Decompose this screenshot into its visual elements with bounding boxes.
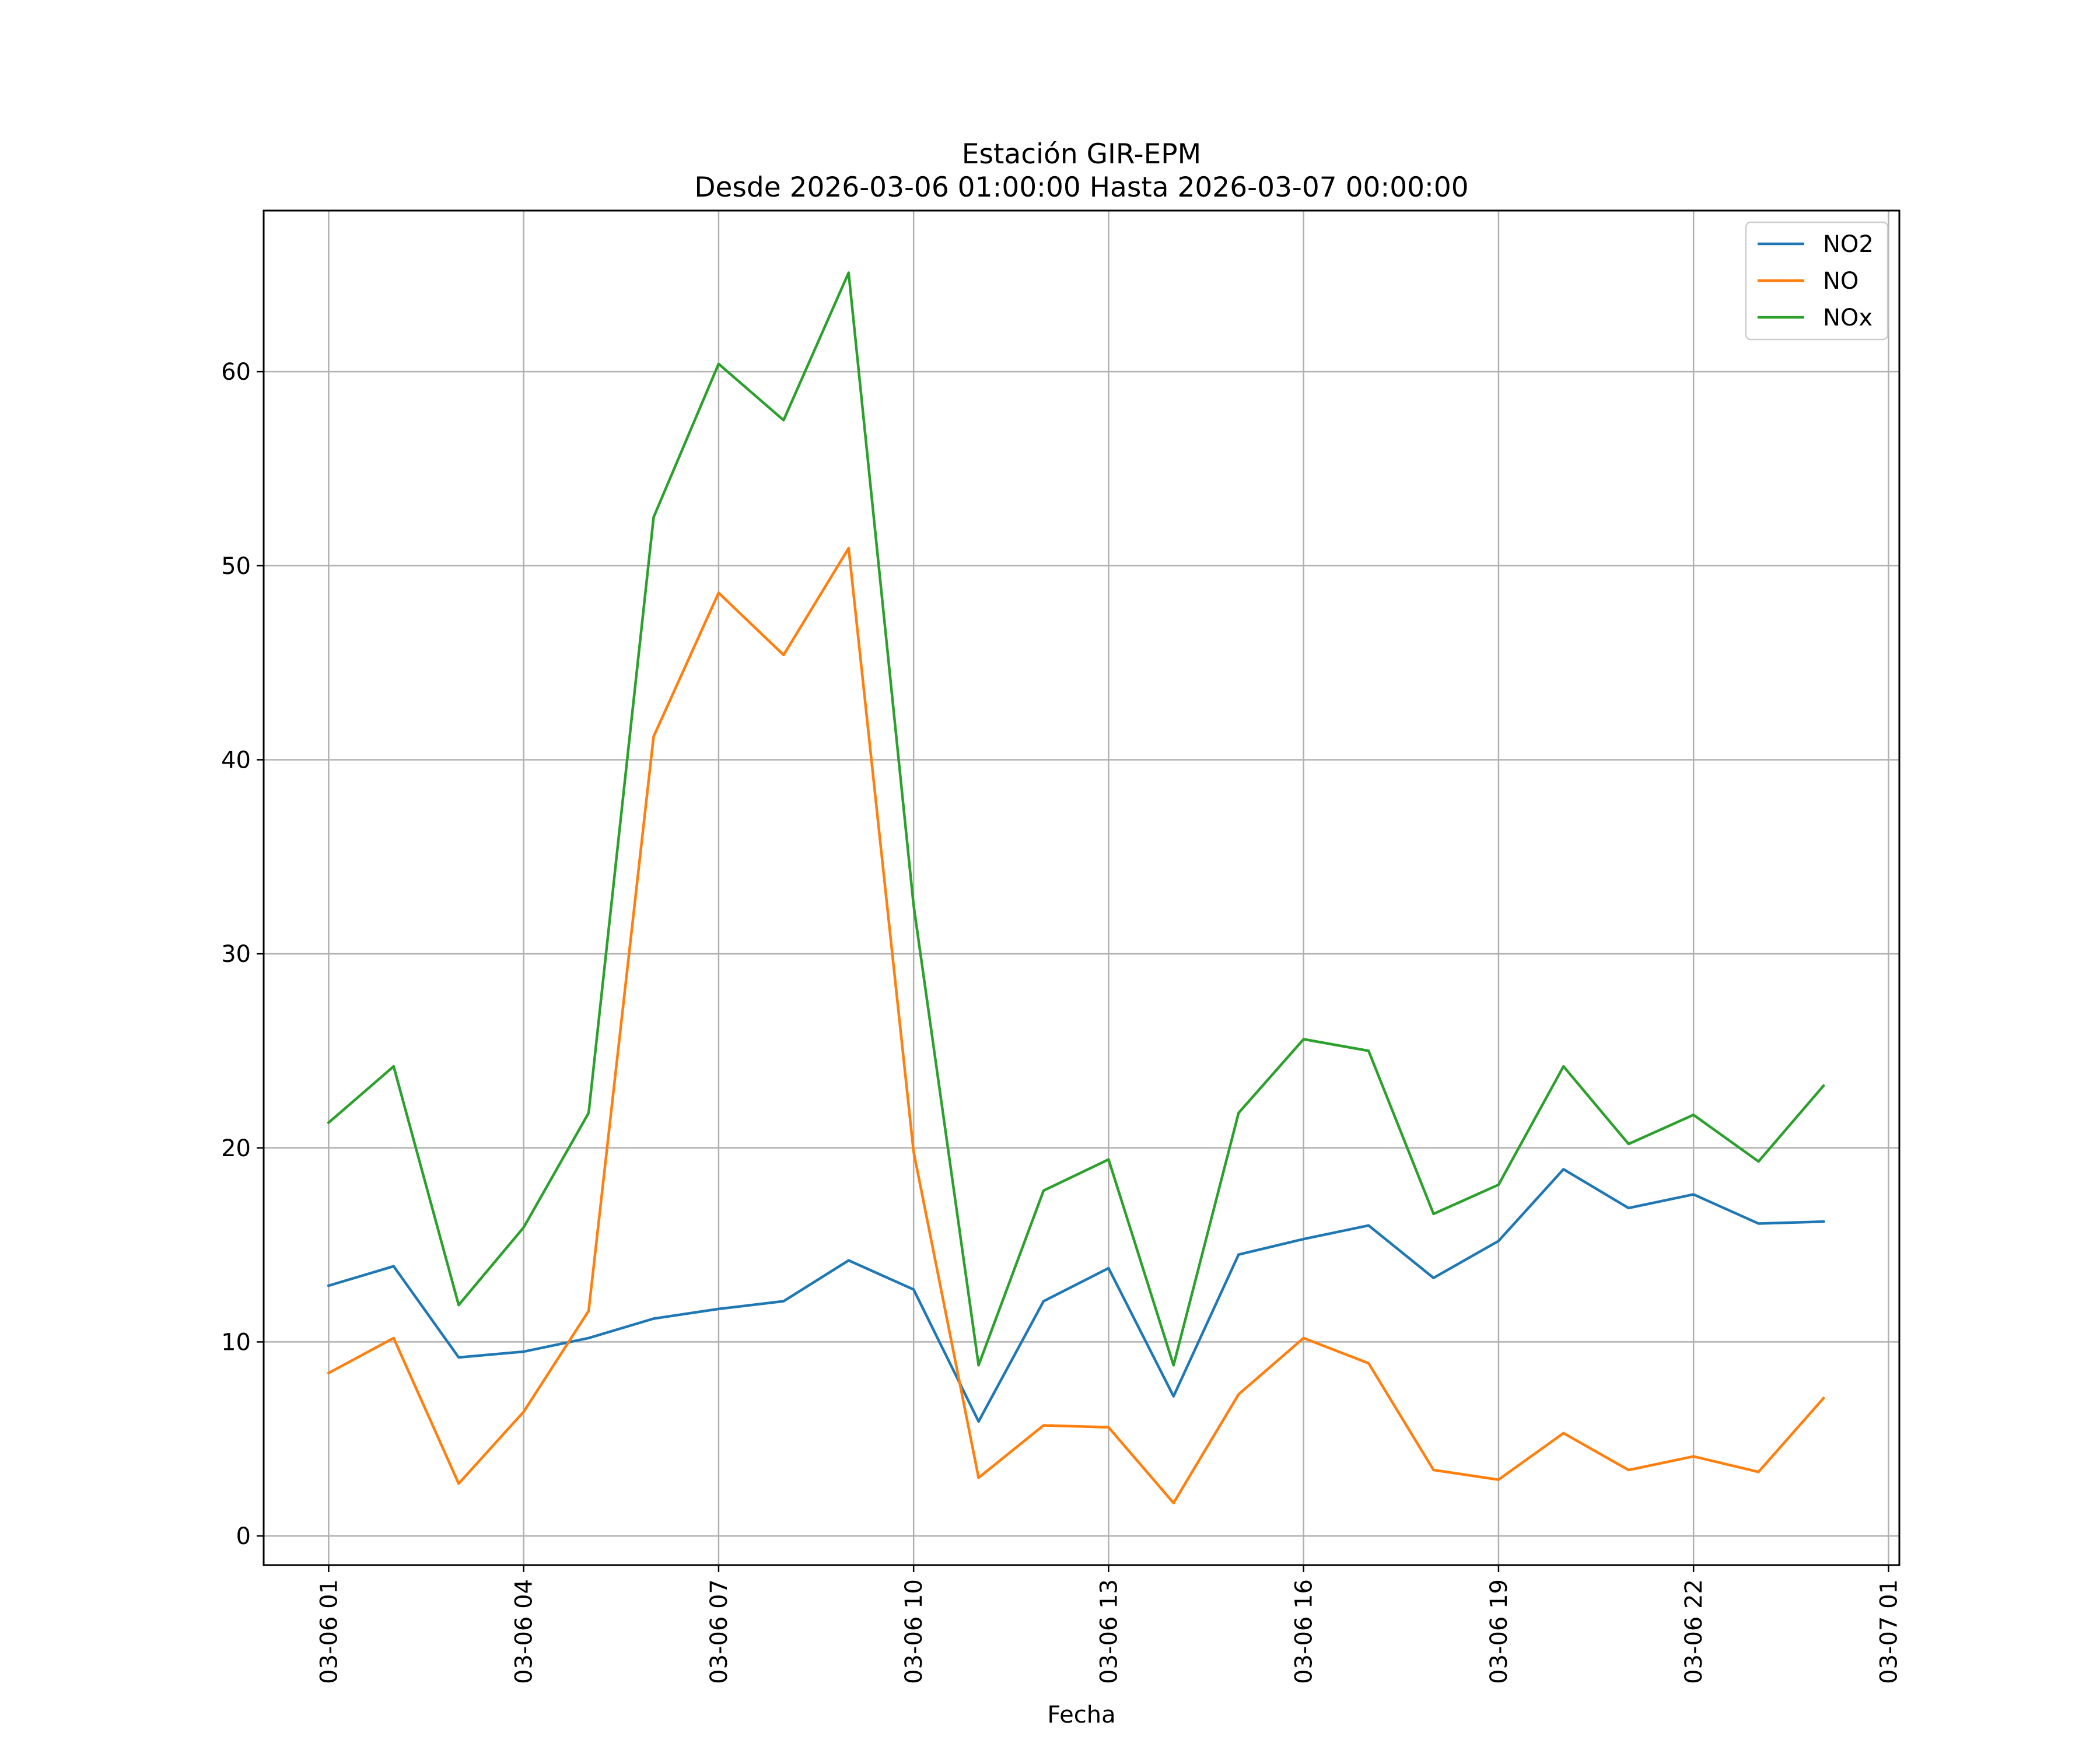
x-tick-label: 03-06 07: [706, 1579, 733, 1684]
chart-title: Estación GIR-EPM: [962, 138, 1201, 170]
series-line-no2: [327, 1168, 1825, 1423]
legend-label-no2: NO2: [1823, 231, 1874, 258]
grid: [264, 211, 1899, 1565]
legend-label-no: NO: [1823, 268, 1859, 295]
series-lines: [327, 271, 1826, 1504]
x-axis-ticks: 03-06 01 03-06 04 03-06 07 03-06 10 03-06 13…: [316, 1565, 1902, 1684]
y-tick-label: 40: [221, 747, 251, 774]
y-tick-label: 60: [221, 359, 251, 386]
y-axis-ticks: 0 10 20 30 40 50 60: [221, 359, 264, 1550]
x-tick-label: 03-06 10: [901, 1579, 928, 1684]
x-tick-label: 03-06 01: [316, 1579, 342, 1684]
series-line-no: [327, 547, 1826, 1504]
x-tick-label: 03-06 22: [1681, 1579, 1707, 1684]
y-tick-label: 10: [221, 1329, 251, 1356]
y-tick-label: 20: [221, 1135, 251, 1162]
series-line-nox: [327, 271, 1826, 1367]
x-tick-label: 03-06 13: [1096, 1579, 1122, 1684]
x-tick-label: 03-06 19: [1486, 1579, 1513, 1684]
y-tick-label: 50: [221, 553, 251, 580]
legend-label-nox: NOx: [1823, 304, 1873, 331]
legend-box: [1745, 221, 1889, 341]
legend: NO2 NO NOx: [1745, 221, 1889, 341]
x-tick-label: 03-07 01: [1875, 1579, 1902, 1684]
x-tick-label: 03-06 16: [1291, 1579, 1318, 1684]
x-axis-label: Fecha: [1047, 1702, 1115, 1728]
y-tick-label: 0: [236, 1523, 251, 1550]
x-tick-label: 03-06 04: [511, 1579, 538, 1684]
y-tick-label: 30: [221, 941, 251, 968]
chart-subtitle: Desde 2026-03-06 01:00:00 Hasta 2026-03-…: [694, 172, 1468, 204]
plot-frame: [262, 209, 1901, 1566]
